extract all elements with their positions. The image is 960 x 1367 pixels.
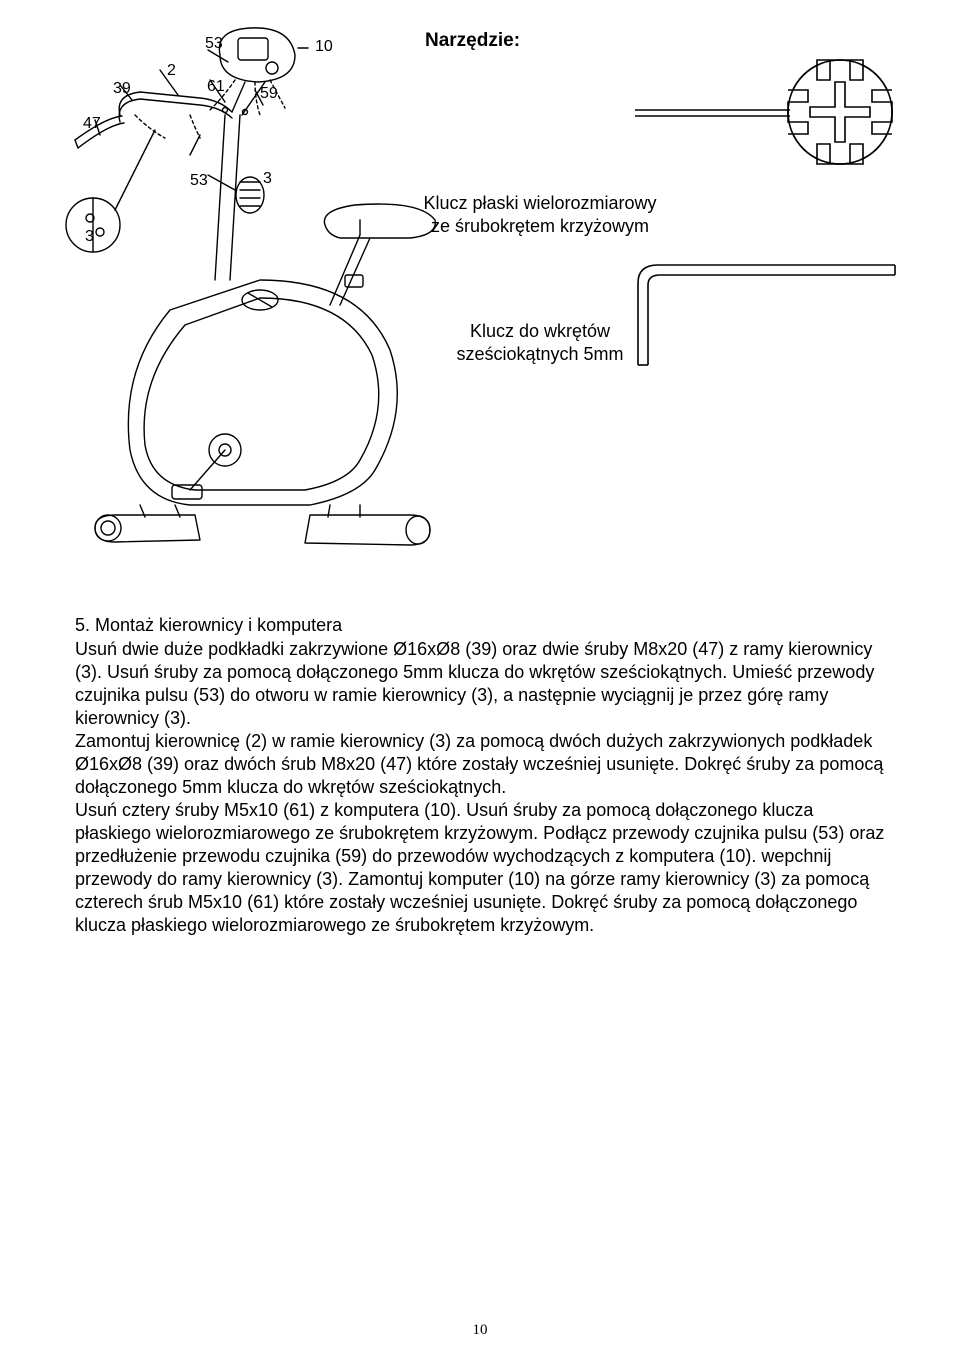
callout-61: 61 xyxy=(207,78,225,96)
callout-2: 2 xyxy=(167,62,176,80)
wrench-icon xyxy=(635,30,895,190)
callout-59: 59 xyxy=(260,85,278,103)
callout-3b: 3 xyxy=(85,228,94,246)
callout-53b: 53 xyxy=(190,172,208,190)
manual-page: 53 10 2 39 61 59 47 53 3 3 Narzędzie: xyxy=(0,0,960,1367)
figure-area: 53 10 2 39 61 59 47 53 3 3 Narzędzie: xyxy=(75,30,890,610)
page-number: 10 xyxy=(0,1322,960,1339)
callout-39: 39 xyxy=(113,80,131,98)
tool-wrench-label: Klucz płaski wielorozmiarowy ze śrubokrę… xyxy=(415,192,665,237)
callout-3a: 3 xyxy=(263,170,272,188)
section-title: 5. Montaż kierownicy i komputera xyxy=(75,615,890,636)
callout-47: 47 xyxy=(83,115,101,133)
callout-10: 10 xyxy=(315,38,333,56)
instructions-body: Usuń dwie duże podkładki zakrzywione Ø16… xyxy=(75,638,890,937)
tool-hexkey-label: Klucz do wkrętów sześciokątnych 5mm xyxy=(415,320,665,365)
hexkey-icon xyxy=(630,255,900,370)
callout-53a: 53 xyxy=(205,35,223,53)
bike-diagram xyxy=(60,20,460,600)
tools-heading: Narzędzie: xyxy=(425,30,520,52)
